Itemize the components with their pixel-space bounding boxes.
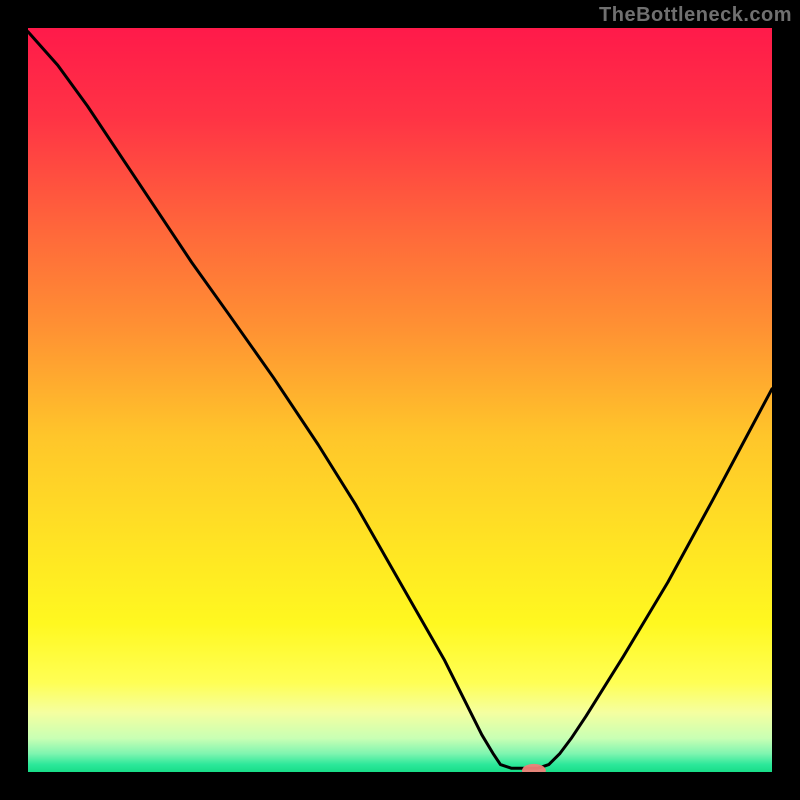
chart-canvas — [0, 0, 800, 800]
attribution-label: TheBottleneck.com — [599, 4, 792, 27]
chart-gradient-background — [28, 28, 772, 772]
